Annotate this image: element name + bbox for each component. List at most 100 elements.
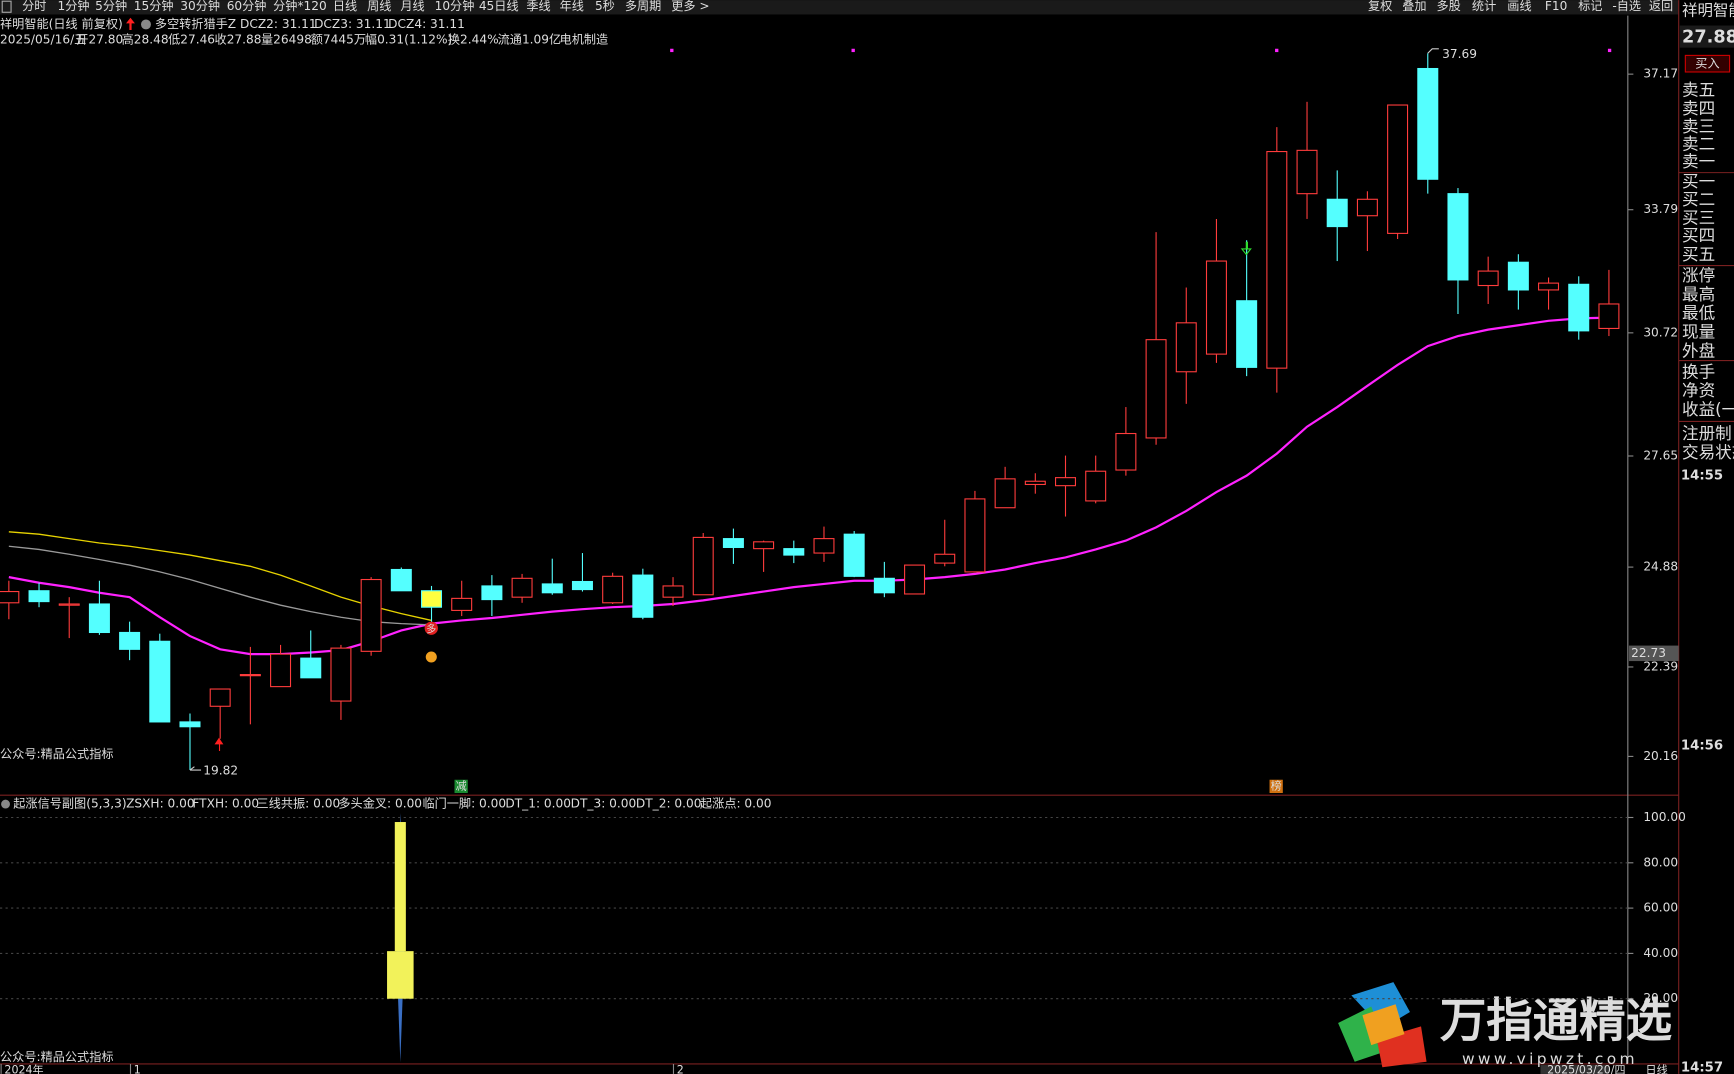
legend-item: ZSXH: 0.00	[126, 797, 195, 811]
stock-title: 祥明智能(日线 前复权)	[0, 16, 123, 31]
top-dot	[670, 48, 674, 53]
candle-body	[1447, 193, 1469, 281]
candle-body	[270, 653, 292, 688]
toolbar-item[interactable]: 季线	[526, 0, 550, 13]
side-time: 14:55	[1681, 469, 1723, 484]
toolbar-item[interactable]: 周线	[367, 0, 391, 13]
side-row: 换手	[1682, 362, 1715, 381]
side-row: 卖四	[1682, 99, 1715, 118]
buy-arrow	[214, 737, 224, 751]
candle-body	[421, 590, 443, 608]
candle-body	[904, 564, 926, 595]
toolbar-item[interactable]: 多股	[1437, 0, 1461, 13]
toolbar-item[interactable]: 画线	[1507, 0, 1531, 13]
toolbar-item[interactable]: 45日线	[479, 0, 519, 13]
y-tick-label: 24.88	[1643, 560, 1678, 574]
legend-item: 起涨点: 0.00	[700, 796, 772, 811]
toolbar-item[interactable]: 10分钟	[435, 0, 475, 13]
candle-body	[813, 538, 835, 554]
logo	[1338, 982, 1427, 1068]
quote-item: 量26498	[261, 32, 312, 46]
side-row: 买四	[1682, 226, 1715, 245]
y-tick-label: 30.72	[1643, 325, 1678, 339]
candle-body	[541, 583, 563, 594]
note: 公众号:精品公式指标	[0, 746, 114, 761]
buy-button[interactable]	[1684, 54, 1731, 73]
high-marker	[1427, 48, 1439, 54]
toolbar-item[interactable]: 5秒	[595, 0, 615, 13]
candle-body	[994, 478, 1016, 509]
y-tick-label: 60.00	[1643, 901, 1678, 915]
toolbar-item[interactable]: 叠加	[1402, 0, 1426, 13]
toolbar-item[interactable]: F10	[1545, 0, 1567, 13]
logo-part	[1362, 1004, 1405, 1046]
signal-icon	[424, 621, 438, 635]
candle-body	[1417, 67, 1439, 180]
y-tick-label: 27.65	[1643, 448, 1678, 462]
toolbar-item[interactable]: 多周期	[625, 0, 661, 13]
dropdown-icon	[140, 19, 151, 30]
side-time: 14:56	[1681, 738, 1723, 753]
date-box	[1540, 1065, 1610, 1074]
y-tick-label: 20.00	[1643, 991, 1678, 1005]
toolbar-item[interactable]: 5分钟	[95, 0, 127, 13]
toolbar-item[interactable]: 年线	[560, 0, 584, 13]
candle-body	[239, 674, 261, 677]
candle-body	[1538, 282, 1560, 291]
legend-item: 临门一脚: 0.00	[422, 796, 506, 811]
candle-body	[1054, 477, 1077, 487]
time-label: 2	[677, 1064, 684, 1074]
candle-body	[964, 498, 986, 573]
candle-body	[360, 578, 382, 652]
candle-body	[1145, 339, 1167, 439]
candle-body	[632, 574, 654, 618]
buy-label[interactable]: 买入	[1695, 57, 1719, 71]
toolbar-item[interactable]: -自选	[1612, 0, 1641, 13]
toolbar-item[interactable]: 返回	[1649, 0, 1673, 13]
toolbar-item[interactable]: 30分钟	[180, 0, 220, 13]
quote-item: 低27.46	[168, 32, 215, 46]
sub-dropdown-icon	[1, 799, 10, 809]
candle-body	[1356, 198, 1378, 217]
side-row: 最高	[1682, 285, 1715, 304]
candle-body	[1568, 283, 1590, 332]
toolbar-item[interactable]: 统计	[1472, 0, 1496, 13]
side-row: 卖五	[1682, 80, 1715, 99]
candle-body	[0, 591, 20, 604]
side-row: 涨停	[1682, 266, 1715, 285]
candle-body	[1205, 260, 1227, 355]
toolbar-item[interactable]: 更多 >	[671, 0, 709, 13]
candle-body	[1085, 470, 1107, 502]
indicator-value: DCZ4: 31.11	[388, 17, 465, 31]
candle-body	[662, 585, 684, 598]
toolbar-item[interactable]: 分钟*120	[273, 0, 327, 13]
side-row: 最低	[1682, 304, 1716, 323]
side-row: 交易状态	[1682, 443, 1734, 462]
candle-body	[1507, 261, 1529, 291]
top-dot	[1607, 48, 1612, 53]
toolbar-item[interactable]: 1分钟	[58, 0, 90, 13]
signal-label: 多	[426, 622, 436, 635]
toolbar-item[interactable]: 月线	[400, 0, 424, 13]
quote-item: 2025/05/16/五	[0, 32, 86, 46]
toolbar-item[interactable]: 15分钟	[134, 0, 174, 13]
side-row: 买二	[1682, 190, 1715, 209]
side-name: 祥明智能	[1682, 2, 1734, 20]
legend-item: 多头金叉: 0.00	[338, 796, 422, 811]
y-tick-label: 33.79	[1643, 202, 1678, 216]
toolbar-bg	[0, 0, 1679, 15]
side-row: 注册制	[1682, 424, 1732, 443]
candle-body	[1296, 149, 1318, 195]
toolbar-item[interactable]: 标记	[1578, 0, 1602, 13]
candle-body	[843, 533, 865, 577]
toolbar-item[interactable]: 复权	[1368, 0, 1392, 13]
toolbar-item[interactable]: 60分钟	[227, 0, 267, 13]
indicator-name: 多空转折猎手Z	[155, 16, 236, 31]
toolbar-item[interactable]: 分时	[22, 0, 46, 13]
candle-body	[300, 657, 322, 679]
toolbar-item[interactable]: 日线	[333, 0, 357, 13]
y-tick-label: 80.00	[1643, 855, 1678, 869]
signal-box	[1269, 779, 1283, 794]
low-label: 19.82	[203, 764, 238, 778]
